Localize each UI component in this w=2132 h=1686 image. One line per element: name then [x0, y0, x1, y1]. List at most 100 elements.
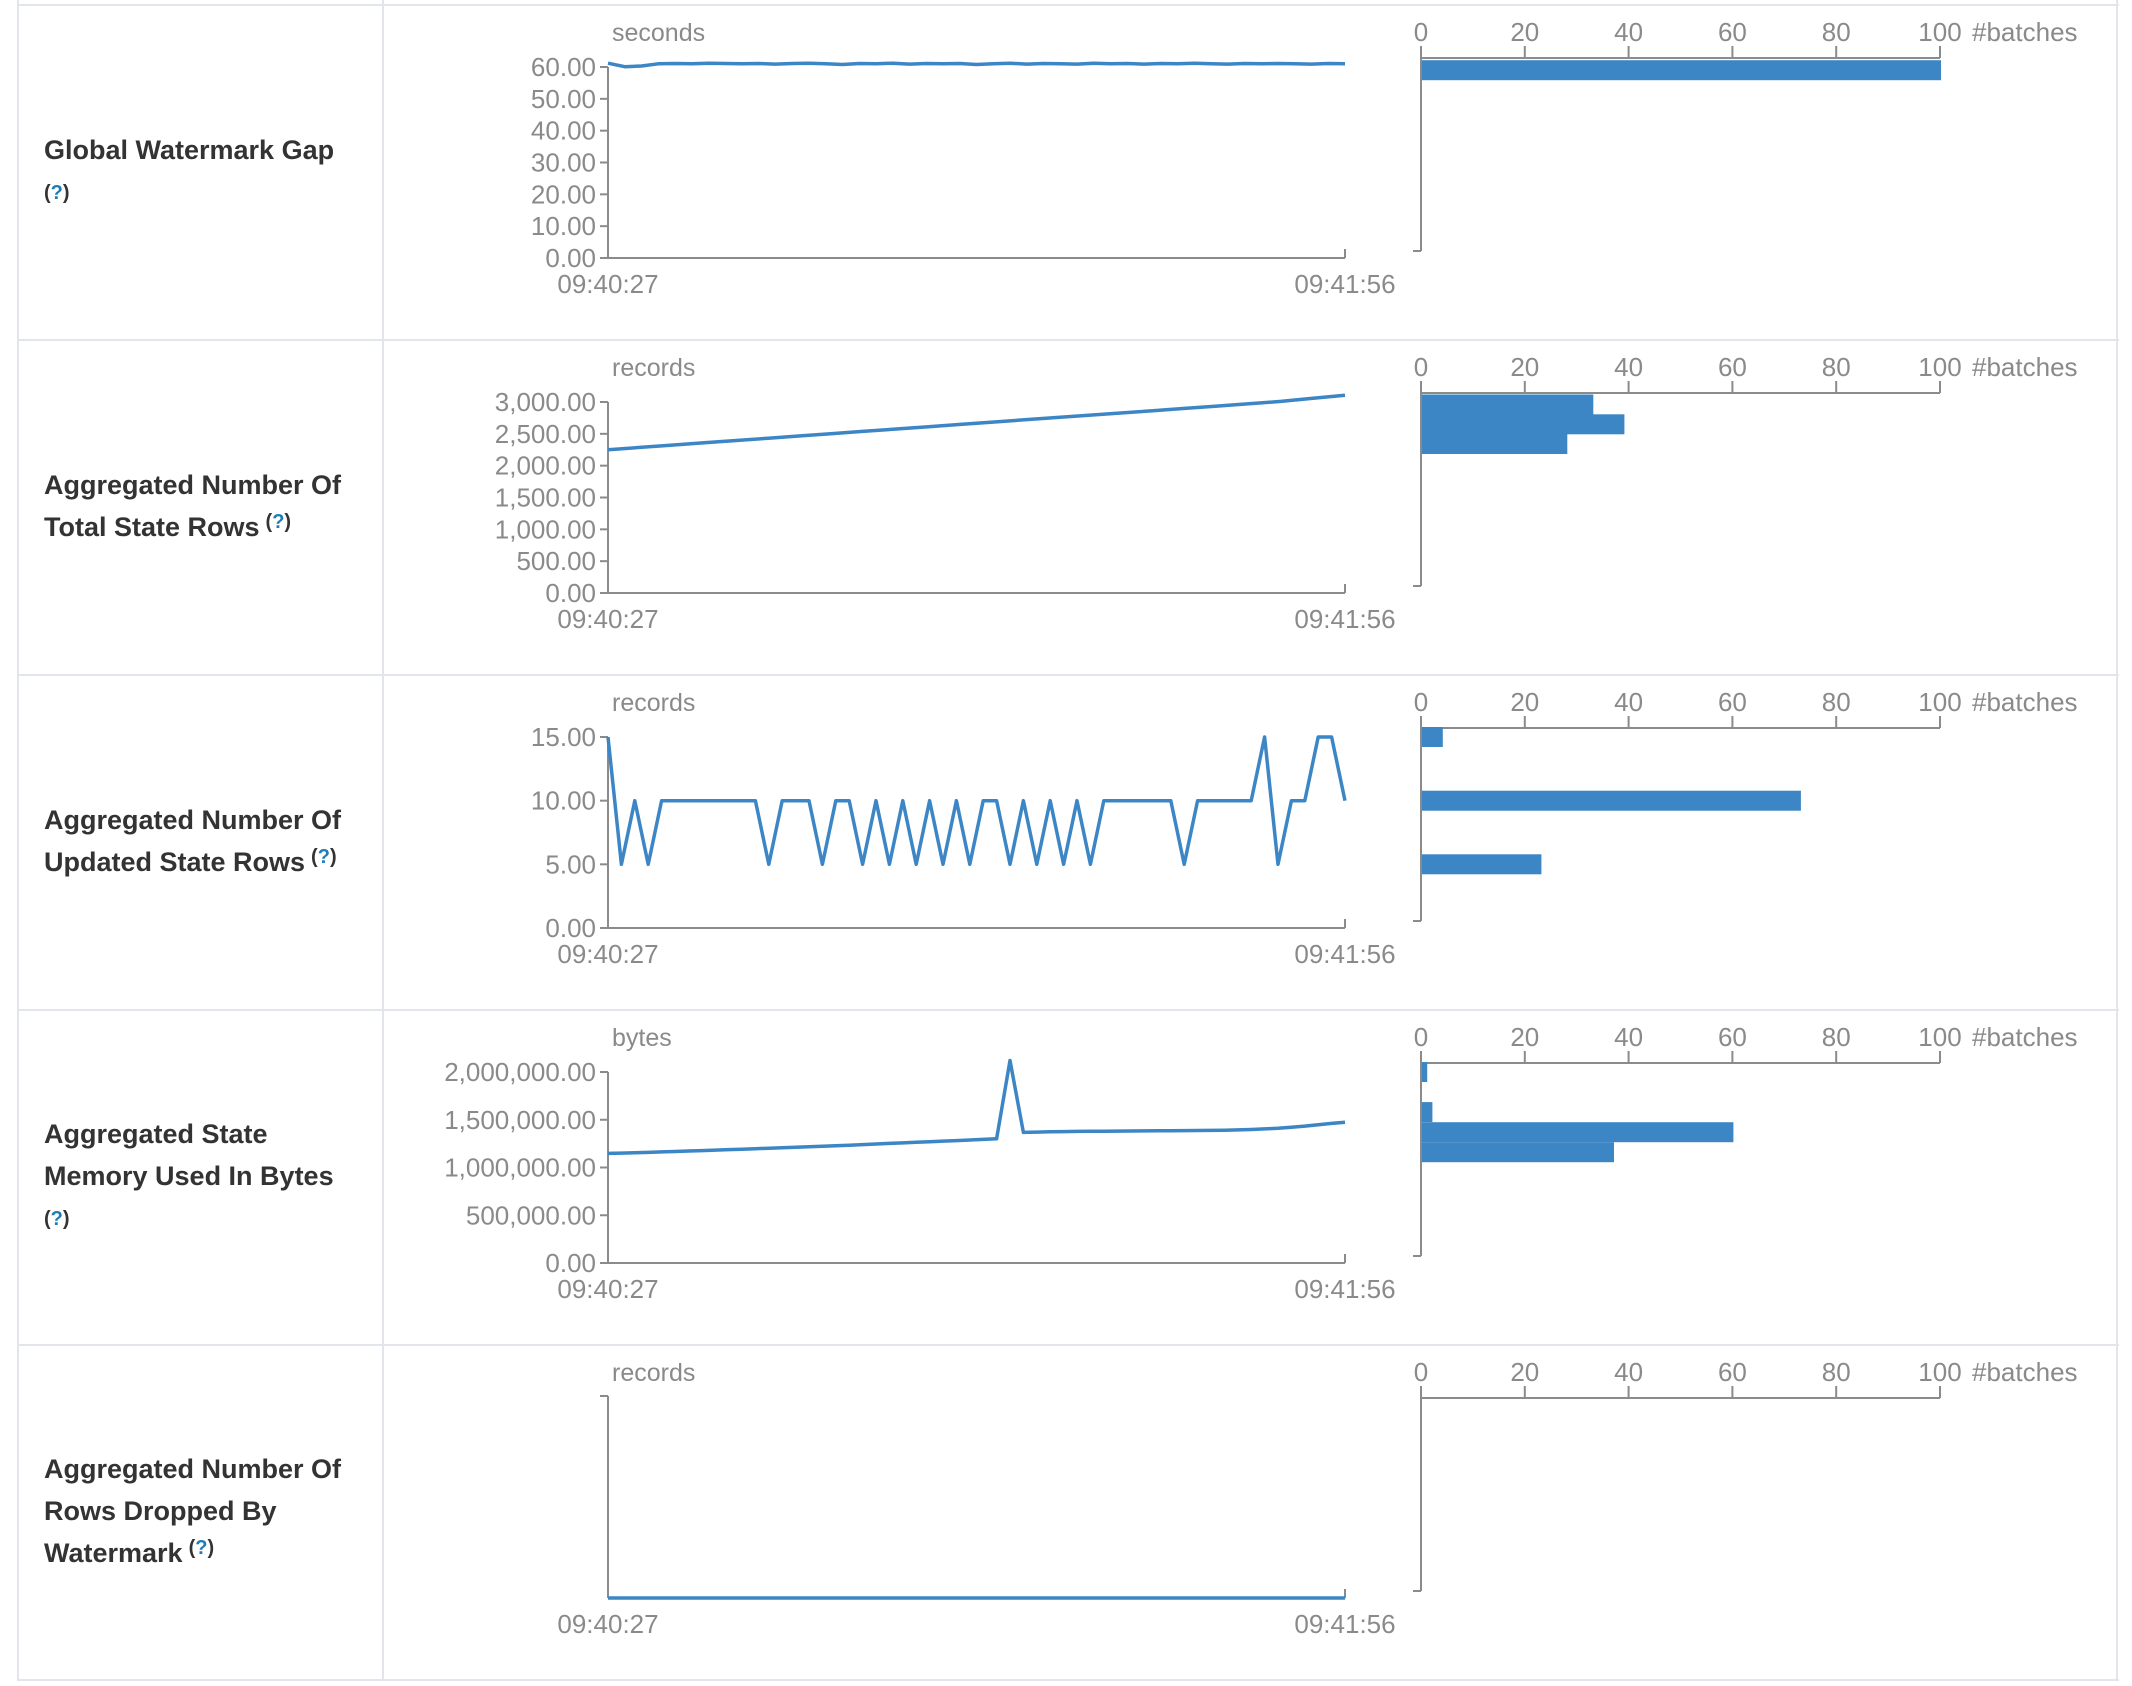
question-mark-icon[interactable]: ?: [195, 1537, 208, 1559]
histogram-tick-label: 60: [1718, 687, 1747, 717]
metric-label-text: Memory Used In Bytes: [44, 1161, 334, 1191]
histogram-tick-label: 60: [1718, 352, 1747, 382]
x-tick-label-end: 09:41:56: [1294, 939, 1395, 969]
histogram-tick-label: 60: [1718, 17, 1747, 47]
x-tick-label-end: 09:41:56: [1294, 1274, 1395, 1304]
help-tooltip-link[interactable]: (?): [311, 846, 337, 868]
table-border-left: [17, 0, 19, 1681]
help-paren-close: ): [329, 846, 337, 868]
y-tick-label: 2,000.00: [495, 451, 596, 481]
metric-label-row-4: Aggregated State Memory Used In Bytes (?): [44, 1010, 374, 1345]
metric-label-text: Aggregated Number Of: [44, 805, 342, 835]
y-tick-label: 0.00: [545, 1248, 596, 1278]
row-border: [17, 339, 2119, 341]
metric-label-row-5: Aggregated Number Of Rows Dropped By Water…: [44, 1345, 374, 1680]
help-tooltip-link[interactable]: (?): [44, 182, 70, 204]
metric-label-text: Updated State Rows: [44, 847, 306, 877]
y-tick-label: 10.00: [531, 786, 596, 816]
y-tick-label: 0.00: [545, 578, 596, 608]
histogram-bar-row-3-bin-0: [1422, 727, 1443, 747]
histogram-unit-label: #batches: [1972, 1022, 2078, 1052]
question-mark-icon[interactable]: ?: [50, 182, 63, 204]
row-border: [17, 1679, 2119, 1681]
x-tick-label-start: 09:40:27: [557, 939, 658, 969]
y-tick-label: 10.00: [531, 211, 596, 241]
help-tooltip-link[interactable]: (?): [189, 1537, 215, 1559]
histogram-tick-label: 60: [1718, 1357, 1747, 1387]
timeline-series-line: [607, 1058, 1346, 1156]
histogram-chart-row-3: 0 20 40 60 80 100 #batches: [1413, 687, 2078, 922]
histogram-tick-label: 100: [1918, 1022, 1961, 1052]
help-tooltip-link[interactable]: (?): [44, 1208, 70, 1230]
help-paren-open: (: [311, 846, 318, 868]
y-tick-label: 15.00: [531, 722, 596, 752]
histogram-bar-row-2-bin-1: [1422, 414, 1625, 435]
timeline-unit-label: records: [612, 1359, 695, 1387]
help-paren-open: (: [44, 182, 51, 204]
histogram-tick-label: 0: [1414, 1357, 1428, 1387]
metric-label-text: Watermark: [44, 1538, 183, 1568]
histogram-chart-row-1: 0 20 40 60 80 100 #batches: [1413, 17, 2078, 252]
histogram-tick-label: 40: [1614, 352, 1643, 382]
metric-label-line: Total State Rows (?): [44, 506, 374, 551]
help-paren-open: (: [265, 511, 273, 533]
histogram-unit-label: #batches: [1972, 352, 2078, 382]
metric-label-row-1: Global Watermark Gap (?): [44, 5, 374, 340]
question-mark-icon[interactable]: ?: [272, 511, 285, 533]
x-tick-label-start: 09:40:27: [557, 604, 658, 634]
x-tick-label-end: 09:41:56: [1294, 604, 1395, 634]
x-tick-label-start: 09:40:27: [557, 269, 658, 299]
row-border: [17, 1344, 2119, 1346]
timeline-unit-label: records: [612, 689, 695, 717]
y-tick-label: 500.00: [516, 546, 596, 576]
metric-label-line: (?): [44, 1197, 374, 1242]
histogram-bar-row-2-bin-2: [1422, 434, 1568, 454]
timeline-chart-row-2: records 3,000.002,500.002,000.001,500.001…: [495, 354, 1396, 634]
y-tick-label: 0.00: [545, 243, 596, 273]
metric-label-text: Aggregated Number Of: [44, 1454, 342, 1484]
metric-label-row-3: Aggregated Number Of Updated State Rows (?…: [44, 675, 374, 1010]
histogram-bar-row-3-bin-2: [1422, 854, 1542, 875]
histogram-tick-label: 0: [1414, 687, 1428, 717]
metric-label-line: Aggregated Number Of: [44, 464, 374, 506]
histogram-tick-label: 80: [1822, 352, 1851, 382]
help-tooltip-link[interactable]: (?): [266, 511, 292, 533]
y-tick-label: 50.00: [531, 84, 596, 114]
y-tick-label: 20.00: [531, 179, 596, 209]
histogram-tick-label: 100: [1918, 352, 1961, 382]
metric-label-line: Updated State Rows (?): [44, 841, 374, 886]
metric-label-line: (?): [44, 171, 374, 216]
histogram-tick-label: 20: [1510, 687, 1539, 717]
question-mark-icon[interactable]: ?: [317, 846, 330, 868]
metric-label-text: Aggregated Number Of: [44, 470, 342, 500]
y-tick-label: 1,500,000.00: [444, 1105, 596, 1135]
timeline-series-line: [606, 735, 1347, 867]
metric-label-line: Memory Used In Bytes: [44, 1155, 374, 1197]
table-border-right: [2116, 0, 2118, 1681]
histogram-tick-label: 40: [1614, 17, 1643, 47]
timeline-series-line: [607, 393, 1346, 452]
metric-label-line: Watermark (?): [44, 1532, 374, 1577]
histogram-tick-label: 80: [1822, 17, 1851, 47]
histogram-unit-label: #batches: [1972, 1357, 2078, 1387]
histogram-chart-row-5: 0 20 40 60 80 100 #batches: [1413, 1357, 2078, 1592]
y-tick-label: 500,000.00: [466, 1200, 596, 1230]
histogram-tick-label: 40: [1614, 1357, 1643, 1387]
x-tick-label-start: 09:40:27: [557, 1274, 658, 1304]
help-paren-open: (: [44, 1208, 51, 1230]
timeline-unit-label: bytes: [612, 1024, 672, 1052]
histogram-tick-label: 100: [1918, 17, 1961, 47]
histogram-chart-row-2: 0 20 40 60 80 100 #batches: [1413, 352, 2078, 587]
histogram-tick-label: 40: [1614, 687, 1643, 717]
help-paren-open: (: [188, 1537, 196, 1559]
question-mark-icon[interactable]: ?: [50, 1208, 63, 1230]
timeline-chart-row-5: records 09:40:27 09:41:56: [557, 1359, 1395, 1639]
y-tick-label: 1,000.00: [495, 514, 596, 544]
histogram-tick-label: 20: [1510, 352, 1539, 382]
table-border-label-column: [382, 0, 384, 1681]
timeline-unit-label: seconds: [612, 19, 705, 47]
histogram-tick-label: 80: [1822, 687, 1851, 717]
